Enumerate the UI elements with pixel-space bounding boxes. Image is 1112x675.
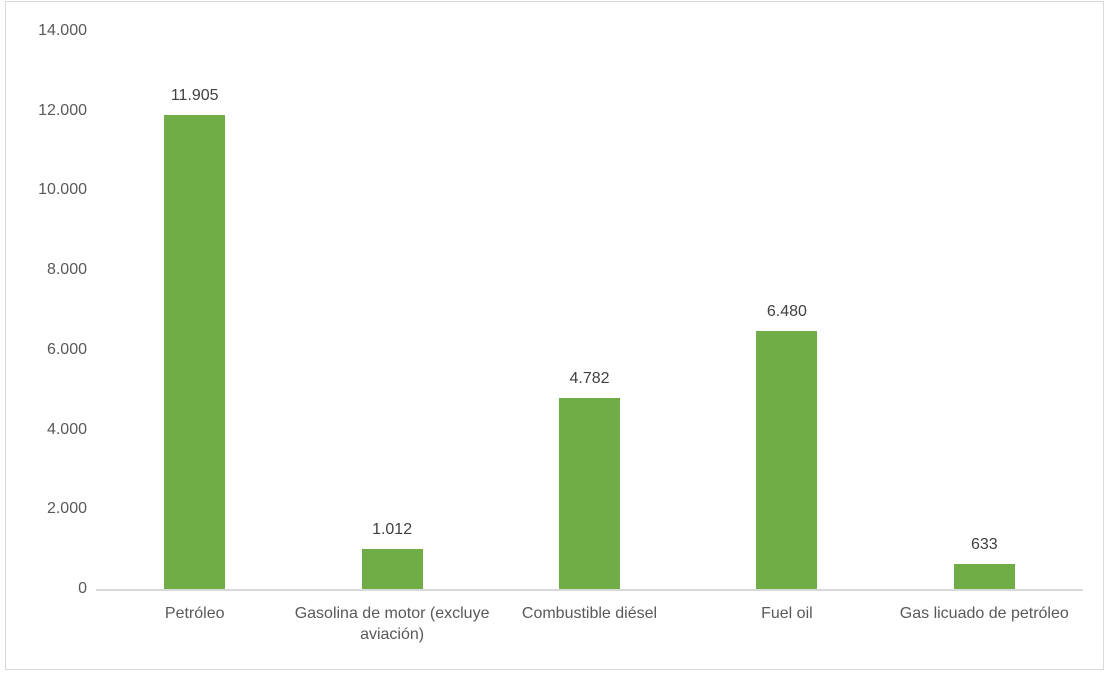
bar-value-label: 4.782	[569, 370, 610, 387]
bar	[361, 549, 423, 589]
bar	[756, 331, 818, 589]
y-tick-label: 10.000	[38, 181, 87, 199]
bar-slot: 11.905	[96, 31, 293, 589]
bar	[953, 564, 1015, 589]
y-tick-label: 2.000	[46, 500, 87, 518]
bar-slot: 6.480	[688, 31, 885, 589]
bar-slot: 633	[886, 31, 1083, 589]
x-category-label: Gas licuado de petróleo	[899, 605, 1069, 622]
y-tick-label: 12.000	[38, 101, 87, 119]
x-category-label: Fuel oil	[761, 605, 813, 622]
x-category-label: Petróleo	[164, 605, 225, 622]
bar-value-label: 11.905	[170, 87, 219, 104]
y-tick-label: 4.000	[46, 420, 87, 438]
y-tick-label: 6.000	[46, 340, 87, 358]
bar-value-label: 6.480	[766, 303, 807, 320]
x-axis-line	[96, 589, 1083, 591]
bar	[558, 398, 620, 589]
bar-slot: 1.012	[293, 31, 490, 589]
x-category-label: Combustible diésel	[521, 605, 658, 622]
y-tick-label: 0	[78, 580, 87, 597]
bar-value-label: 1.012	[372, 521, 413, 538]
x-category-label: Gasolina de motor (excluye aviación)	[294, 605, 490, 643]
y-tick-label: 8.000	[46, 261, 87, 279]
bar-slot: 4.782	[491, 31, 688, 589]
bar	[164, 115, 226, 589]
y-tick-label: 14.000	[38, 22, 87, 39]
bar-value-label: 633	[970, 536, 998, 553]
